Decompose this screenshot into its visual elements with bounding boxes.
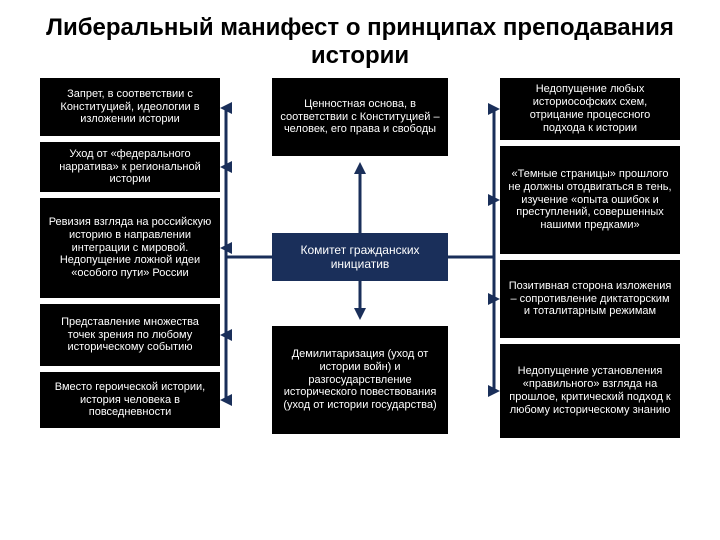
right-box-3: Недопущение установления «правильного» в… [500,344,680,438]
mid-box-0: Ценностная основа, в соответствии с Конс… [272,78,448,156]
left-box-2: Ревизия взгляда на российскую историю в … [40,198,220,298]
left-box-3: Представление множества точек зрения по … [40,304,220,366]
right-box-2: Позитивная сторона изложения – сопротивл… [500,260,680,338]
diagram-canvas: Запрет, в соответствии с Конституцией, и… [0,78,720,540]
page-title: Либеральный манифест о принципах препода… [0,0,720,75]
right-box-0: Недопущение любых историософских схем, о… [500,78,680,140]
left-box-1: Уход от «федерального нарратива» к регио… [40,142,220,192]
mid-box-1: Демилитаризация (уход от истории войн) и… [272,326,448,434]
left-box-0: Запрет, в соответствии с Конституцией, и… [40,78,220,136]
right-box-1: «Темные страницы» прошлого не должны ото… [500,146,680,254]
left-box-4: Вместо героической истории, история чело… [40,372,220,428]
center-box: Комитет гражданских инициатив [272,233,448,281]
